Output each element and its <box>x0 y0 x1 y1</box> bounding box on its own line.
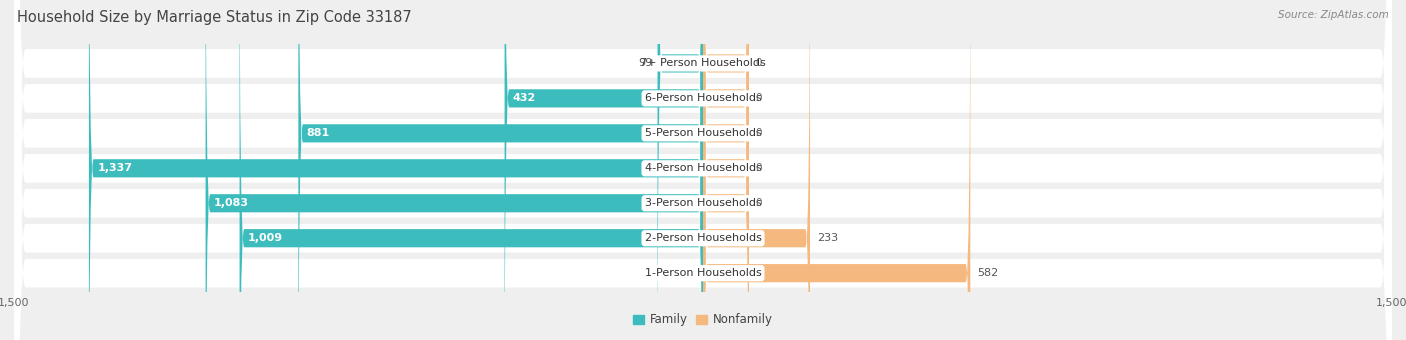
FancyBboxPatch shape <box>14 0 1392 340</box>
Text: 7+ Person Households: 7+ Person Households <box>640 58 766 68</box>
Text: Source: ZipAtlas.com: Source: ZipAtlas.com <box>1278 10 1389 20</box>
FancyBboxPatch shape <box>14 0 1392 340</box>
FancyBboxPatch shape <box>703 0 749 340</box>
Text: 3-Person Households: 3-Person Households <box>644 198 762 208</box>
Text: 0: 0 <box>756 128 762 138</box>
Text: 1-Person Households: 1-Person Households <box>644 268 762 278</box>
Text: 6-Person Households: 6-Person Households <box>644 94 762 103</box>
FancyBboxPatch shape <box>14 0 1392 340</box>
FancyBboxPatch shape <box>205 0 703 340</box>
Text: 0: 0 <box>756 94 762 103</box>
FancyBboxPatch shape <box>89 0 703 340</box>
Text: 1,337: 1,337 <box>97 163 132 173</box>
FancyBboxPatch shape <box>703 0 749 340</box>
Legend: Family, Nonfamily: Family, Nonfamily <box>628 309 778 331</box>
Text: 582: 582 <box>977 268 998 278</box>
FancyBboxPatch shape <box>14 0 1392 340</box>
FancyBboxPatch shape <box>703 0 749 340</box>
Text: 99: 99 <box>638 58 652 68</box>
Text: 233: 233 <box>817 233 838 243</box>
Text: 0: 0 <box>756 163 762 173</box>
FancyBboxPatch shape <box>239 0 703 340</box>
FancyBboxPatch shape <box>703 0 970 340</box>
Text: 5-Person Households: 5-Person Households <box>644 128 762 138</box>
Text: 2-Person Households: 2-Person Households <box>644 233 762 243</box>
Text: 1,009: 1,009 <box>247 233 283 243</box>
FancyBboxPatch shape <box>14 0 1392 340</box>
Text: 0: 0 <box>756 58 762 68</box>
FancyBboxPatch shape <box>703 0 749 340</box>
FancyBboxPatch shape <box>703 0 749 340</box>
FancyBboxPatch shape <box>703 0 810 340</box>
FancyBboxPatch shape <box>14 0 1392 340</box>
Text: 4-Person Households: 4-Person Households <box>644 163 762 173</box>
FancyBboxPatch shape <box>505 0 703 340</box>
FancyBboxPatch shape <box>14 0 1392 340</box>
Text: Household Size by Marriage Status in Zip Code 33187: Household Size by Marriage Status in Zip… <box>17 10 412 25</box>
FancyBboxPatch shape <box>658 0 703 340</box>
Text: 881: 881 <box>307 128 330 138</box>
Text: 1,083: 1,083 <box>214 198 249 208</box>
FancyBboxPatch shape <box>298 0 703 340</box>
Text: 432: 432 <box>513 94 536 103</box>
Text: 0: 0 <box>756 198 762 208</box>
